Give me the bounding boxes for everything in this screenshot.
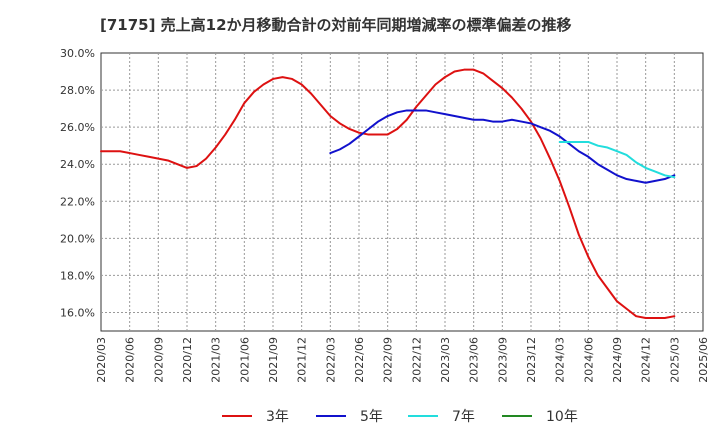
x-tick-label: 2021/09 bbox=[267, 337, 280, 383]
x-tick-label: 2023/03 bbox=[439, 337, 452, 383]
x-tick-label: 2020/09 bbox=[152, 337, 165, 383]
legend-swatch-7y bbox=[408, 415, 438, 417]
x-tick-label: 2021/12 bbox=[296, 337, 309, 383]
y-tick-label: 28.0% bbox=[60, 84, 95, 97]
legend: 3年 5年 7年 10年 bbox=[0, 404, 720, 428]
x-tick-label: 2023/12 bbox=[525, 337, 538, 383]
x-axis: 2020/03 2020/06 2020/09 2020/12 2021/03 2021/… bbox=[95, 337, 710, 383]
legend-item-5y: 5年 bbox=[316, 404, 383, 428]
legend-label-7y: 7年 bbox=[452, 409, 475, 425]
chart-title: [7175] 売上高12か月移動合計の対前年同期増減率の標準偏差の推移 bbox=[100, 16, 572, 34]
x-tick-label: 2022/09 bbox=[382, 337, 395, 383]
x-tick-label: 2020/06 bbox=[124, 337, 137, 383]
x-tick-label: 2021/06 bbox=[238, 337, 251, 383]
x-tick-label: 2025/03 bbox=[668, 337, 681, 383]
y-tick-label: 18.0% bbox=[60, 269, 95, 282]
legend-swatch-10y bbox=[502, 415, 532, 417]
x-tick-label: 2024/09 bbox=[611, 337, 624, 383]
x-tick-label: 2023/06 bbox=[468, 337, 481, 383]
legend-item-10y: 10年 bbox=[502, 404, 578, 428]
x-tick-label: 2023/09 bbox=[496, 337, 509, 383]
legend-label-3y: 3年 bbox=[266, 409, 289, 425]
legend-item-7y: 7年 bbox=[408, 404, 475, 428]
x-tick-label: 2025/06 bbox=[697, 337, 710, 383]
series-line-2 bbox=[558, 140, 676, 179]
x-tick-label: 2024/06 bbox=[582, 337, 595, 383]
y-tick-label: 26.0% bbox=[60, 121, 95, 134]
x-tick-label: 2022/03 bbox=[324, 337, 337, 383]
series-lines bbox=[100, 68, 676, 320]
series-line-1 bbox=[329, 109, 676, 184]
x-tick-label: 2021/03 bbox=[210, 337, 223, 383]
x-tick-label: 2020/03 bbox=[95, 337, 108, 383]
grid-lines bbox=[101, 53, 703, 331]
legend-label-5y: 5年 bbox=[360, 409, 383, 425]
x-tick-label: 2024/12 bbox=[640, 337, 653, 383]
legend-label-10y: 10年 bbox=[546, 409, 578, 425]
plot-area bbox=[100, 52, 704, 332]
y-tick-label: 24.0% bbox=[60, 158, 95, 171]
y-tick-label: 16.0% bbox=[60, 306, 95, 319]
y-tick-label: 30.0% bbox=[60, 47, 95, 60]
x-tick-label: 2024/03 bbox=[554, 337, 567, 383]
legend-swatch-3y bbox=[222, 415, 252, 417]
y-tick-label: 22.0% bbox=[60, 195, 95, 208]
legend-item-3y: 3年 bbox=[222, 404, 289, 428]
x-tick-label: 2022/12 bbox=[410, 337, 423, 383]
y-tick-label: 20.0% bbox=[60, 232, 95, 245]
x-tick-label: 2022/06 bbox=[353, 337, 366, 383]
x-tick-label: 2020/12 bbox=[181, 337, 194, 383]
y-axis: 16.0% 18.0% 20.0% 22.0% 24.0% 26.0% 28.0% 30.0% bbox=[60, 47, 95, 319]
legend-swatch-5y bbox=[316, 415, 346, 417]
series-line-0 bbox=[100, 68, 676, 320]
